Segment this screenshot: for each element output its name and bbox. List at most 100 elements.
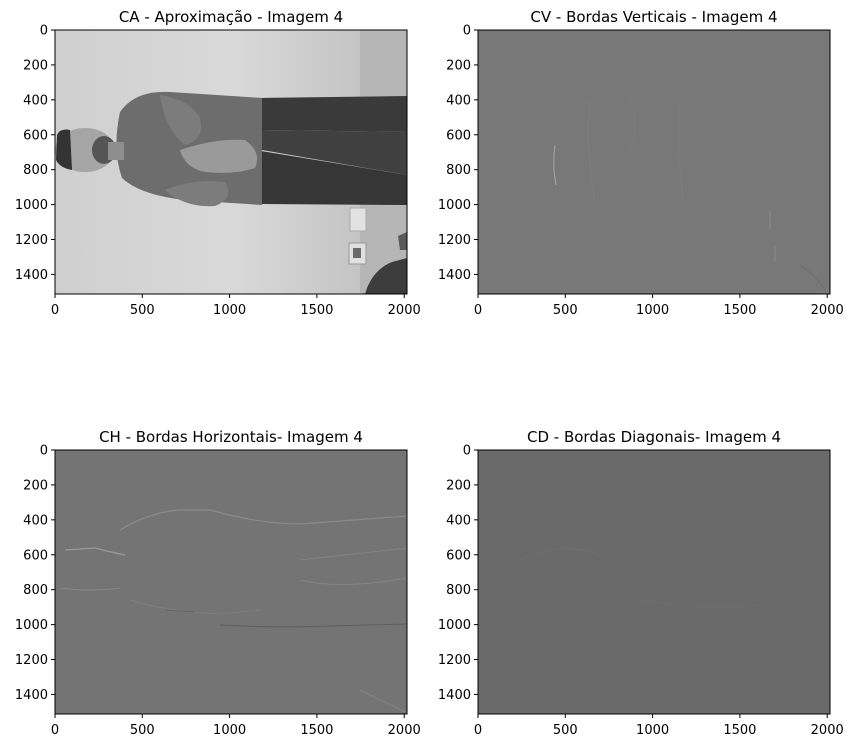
x-tick-label: 0 xyxy=(51,303,59,318)
x-tick-label: 0 xyxy=(51,723,59,738)
edge-trace xyxy=(519,548,601,561)
edge-trace xyxy=(299,577,407,586)
x-tick-label: 2000 xyxy=(388,723,421,738)
y-tick-label: 1000 xyxy=(15,198,48,213)
plot-frame xyxy=(477,449,831,715)
y-tick-label: 1000 xyxy=(15,618,48,633)
y-tick-label: 1400 xyxy=(15,688,48,703)
x-axis: 0 500 1000 1500 2000 xyxy=(51,294,421,318)
panel-title: CH - Bordas Horizontais- Imagem 4 xyxy=(99,428,363,446)
plot-frame xyxy=(477,29,831,295)
x-axis: 0 500 1000 1500 2000 xyxy=(474,294,844,318)
y-tick-label: 1400 xyxy=(438,688,471,703)
x-tick-label: 1000 xyxy=(636,723,669,738)
person-arms xyxy=(160,95,201,145)
x-tick-label: 2000 xyxy=(388,303,421,318)
x-axis: 0 500 1000 1500 2000 xyxy=(474,714,844,738)
y-tick-label: 800 xyxy=(23,583,48,598)
x-tick-label: 500 xyxy=(130,303,155,318)
y-tick-label: 400 xyxy=(446,513,471,528)
x-tick-label: 2000 xyxy=(811,723,844,738)
panel-ch: CH - Bordas Horizontais- Imagem 4 0 200 40… xyxy=(15,428,421,738)
x-tick-label: 0 xyxy=(474,303,482,318)
x-tick-label: 1500 xyxy=(723,723,756,738)
x-tick-label: 1000 xyxy=(213,723,246,738)
plot-frame xyxy=(54,449,408,715)
edge-trace xyxy=(553,144,557,186)
edge-trace xyxy=(299,547,407,561)
y-tick-label: 600 xyxy=(446,128,471,143)
panel-title: CD - Bordas Diagonais- Imagem 4 xyxy=(527,428,781,446)
person-arms xyxy=(180,139,258,173)
y-tick-label: 200 xyxy=(446,58,471,73)
y-tick-label: 400 xyxy=(23,93,48,108)
image-background xyxy=(478,30,830,294)
panel-cv: CV - Bordas Verticais - Imagem 4 0 200 400… xyxy=(438,8,844,318)
edge-trace xyxy=(64,547,126,556)
y-tick-label: 0 xyxy=(463,444,471,459)
y-axis: 0 200 400 600 800 1000 1200 1400 xyxy=(15,444,55,703)
vertical-edge-image xyxy=(478,30,830,294)
x-tick-label: 2000 xyxy=(811,303,844,318)
y-tick-label: 200 xyxy=(23,478,48,493)
edge-trace xyxy=(129,599,261,615)
x-tick-label: 1500 xyxy=(300,723,333,738)
y-tick-label: 200 xyxy=(23,58,48,73)
x-tick-label: 1500 xyxy=(300,303,333,318)
y-tick-label: 800 xyxy=(446,163,471,178)
edge-trace xyxy=(59,587,121,591)
y-tick-label: 400 xyxy=(23,513,48,528)
edge-trace xyxy=(639,599,761,608)
y-tick-label: 800 xyxy=(446,583,471,598)
y-tick-label: 600 xyxy=(23,128,48,143)
y-tick-label: 1200 xyxy=(15,233,48,248)
x-tick-label: 500 xyxy=(130,723,155,738)
person-trousers xyxy=(255,150,407,205)
y-tick-label: 1200 xyxy=(15,653,48,668)
y-tick-label: 600 xyxy=(23,548,48,563)
y-axis: 0 200 400 600 800 1000 1200 1400 xyxy=(438,24,478,283)
image-background xyxy=(478,450,830,714)
horizontal-edge-image xyxy=(55,450,407,714)
edge-trace xyxy=(164,609,196,613)
y-tick-label: 1200 xyxy=(438,233,471,248)
y-tick-label: 1400 xyxy=(15,268,48,283)
person-trousers xyxy=(262,130,407,175)
panel-title: CA - Aproximação - Imagem 4 xyxy=(119,8,343,26)
y-axis: 0 200 400 600 800 1000 1200 1400 xyxy=(15,24,55,283)
y-tick-label: 1400 xyxy=(438,268,471,283)
x-tick-label: 1000 xyxy=(636,303,669,318)
y-tick-label: 0 xyxy=(463,24,471,39)
edge-trace xyxy=(587,99,596,201)
y-tick-label: 1200 xyxy=(438,653,471,668)
y-tick-label: 200 xyxy=(446,478,471,493)
edge-trace xyxy=(219,623,407,628)
edge-trace xyxy=(799,264,826,291)
y-tick-label: 0 xyxy=(40,444,48,459)
corner-object xyxy=(365,258,407,294)
y-tick-label: 600 xyxy=(446,548,471,563)
y-tick-label: 400 xyxy=(446,93,471,108)
edge-trace xyxy=(629,94,636,151)
person-neck xyxy=(108,142,124,160)
y-tick-label: 800 xyxy=(23,163,48,178)
approximation-image xyxy=(55,30,407,294)
person-trousers xyxy=(255,96,407,132)
plot-frame xyxy=(54,29,408,295)
panel-title: CV - Bordas Verticais - Imagem 4 xyxy=(530,8,777,26)
x-axis: 0 500 1000 1500 2000 xyxy=(51,714,421,738)
wall-outlet xyxy=(353,248,361,258)
x-tick-label: 0 xyxy=(474,723,482,738)
person-hair xyxy=(56,129,72,170)
x-tick-label: 1000 xyxy=(213,303,246,318)
wall-switch xyxy=(349,207,367,232)
edge-trace xyxy=(769,210,776,262)
panel-cd: CD - Bordas Diagonais- Imagem 4 0 200 400 6… xyxy=(438,428,844,738)
y-tick-label: 0 xyxy=(40,24,48,39)
edge-trace xyxy=(678,104,685,206)
x-tick-label: 1500 xyxy=(723,303,756,318)
y-tick-label: 1000 xyxy=(438,618,471,633)
diagonal-edge-image xyxy=(478,450,830,714)
corner-object xyxy=(398,232,407,250)
